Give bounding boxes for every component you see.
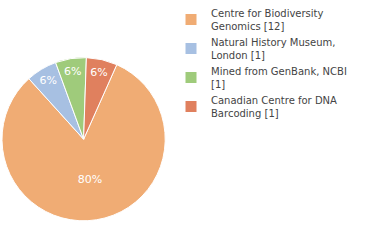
svg-text:Centre for BiodiversityGenomic: Centre for BiodiversityGenomics [12] bbox=[211, 8, 324, 32]
svg-text:Natural History Museum,London: Natural History Museum,London [1] bbox=[211, 37, 335, 61]
svg-text:6%: 6% bbox=[39, 74, 56, 87]
svg-text:80%: 80% bbox=[78, 173, 102, 186]
svg-text:6%: 6% bbox=[64, 65, 81, 78]
svg-text:Canadian Centre for DNABarcodi: Canadian Centre for DNABarcoding [1] bbox=[211, 95, 337, 119]
svg-text:Mined from GenBank, NCBI[1]: Mined from GenBank, NCBI[1] bbox=[211, 66, 347, 90]
svg-text:6%: 6% bbox=[90, 66, 107, 79]
